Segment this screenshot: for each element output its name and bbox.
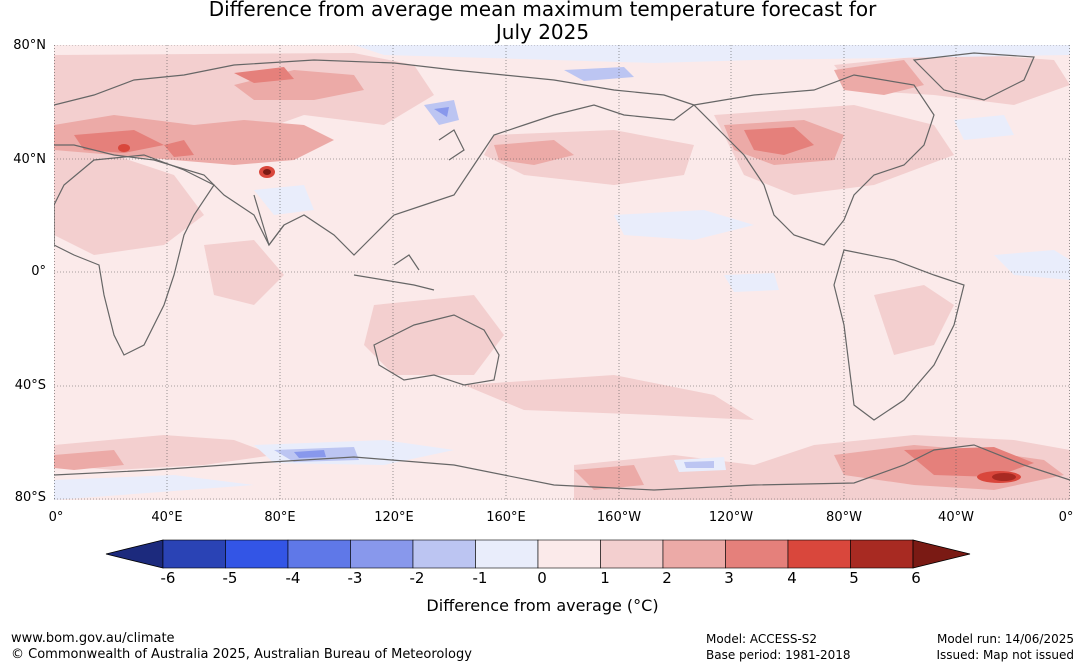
colorbar-extend-low bbox=[105, 539, 164, 569]
colorbar-swatch bbox=[787, 539, 851, 569]
lon-label-120w: 120°W bbox=[708, 510, 754, 525]
map-title: Difference from average mean maximum tem… bbox=[208, 0, 877, 21]
lat-label-0: 0° bbox=[31, 264, 46, 279]
colorbar-tick-label: -5 bbox=[222, 569, 238, 587]
map-title-date: July 2025 bbox=[495, 20, 590, 44]
anomaly-regions bbox=[54, 45, 1070, 500]
colorbar-tick-label: -1 bbox=[472, 569, 488, 587]
colorbar-extend-high bbox=[912, 539, 971, 569]
graticule bbox=[54, 45, 1070, 500]
colorbar-tick-label: 6 bbox=[911, 569, 921, 587]
lon-label-40w: 40°W bbox=[938, 510, 974, 525]
colorbar-tick-label: 2 bbox=[662, 569, 672, 587]
lon-label-40e: 40°E bbox=[151, 510, 183, 525]
colorbar-tick-label: -3 bbox=[347, 569, 363, 587]
model-name: Model: ACCESS-S2 bbox=[706, 632, 818, 646]
colorbar-swatch bbox=[725, 539, 789, 569]
lon-label-80e: 80°E bbox=[264, 510, 296, 525]
lon-label-160w: 160°W bbox=[596, 510, 642, 525]
colorbar-swatch bbox=[850, 539, 914, 569]
lat-label-40s: 40°S bbox=[14, 378, 46, 393]
lon-label-0-right: 0° bbox=[1058, 510, 1074, 525]
lon-label-160e: 160°E bbox=[486, 510, 526, 525]
colorbar-tick-label: 1 bbox=[600, 569, 610, 587]
colorbar-swatch bbox=[225, 539, 289, 569]
colorbar-swatch bbox=[412, 539, 476, 569]
copyright: © Commonwealth of Australia 2025, Austra… bbox=[11, 647, 472, 662]
colorbar-swatch bbox=[537, 539, 601, 569]
lat-label-80s: 80°S bbox=[14, 490, 46, 505]
colorbar-tick-label: -6 bbox=[160, 569, 176, 587]
colorbar-swatch bbox=[287, 539, 351, 569]
issued-status: Issued: Map not issued bbox=[936, 648, 1074, 662]
lon-label-80w: 80°W bbox=[826, 510, 862, 525]
forecast-map bbox=[54, 45, 1070, 500]
lon-label-120e: 120°E bbox=[374, 510, 414, 525]
colorbar-swatch bbox=[162, 539, 226, 569]
lat-label-80n: 80°N bbox=[13, 38, 46, 53]
colorbar-tick-label: -2 bbox=[409, 569, 425, 587]
colorbar-swatch bbox=[662, 539, 726, 569]
model-run: Model run: 14/06/2025 bbox=[936, 632, 1074, 646]
website-link[interactable]: www.bom.gov.au/climate bbox=[11, 631, 175, 646]
coastlines bbox=[54, 52, 1070, 491]
colorbar-tick-label: 4 bbox=[787, 569, 797, 587]
colorbar-swatch bbox=[600, 539, 664, 569]
colorbar bbox=[105, 539, 971, 569]
colorbar-tick-label: 5 bbox=[849, 569, 859, 587]
colorbar-title: Difference from average (°C) bbox=[426, 596, 659, 615]
lat-label-40n: 40°N bbox=[13, 152, 46, 167]
base-period: Base period: 1981-2018 bbox=[706, 648, 851, 662]
colorbar-swatch bbox=[350, 539, 414, 569]
colorbar-tick-label: -4 bbox=[285, 569, 301, 587]
colorbar-swatch bbox=[475, 539, 539, 569]
colorbar-tick-label: 0 bbox=[537, 569, 547, 587]
lon-label-0: 0° bbox=[48, 510, 64, 525]
colorbar-tick-label: 3 bbox=[724, 569, 734, 587]
